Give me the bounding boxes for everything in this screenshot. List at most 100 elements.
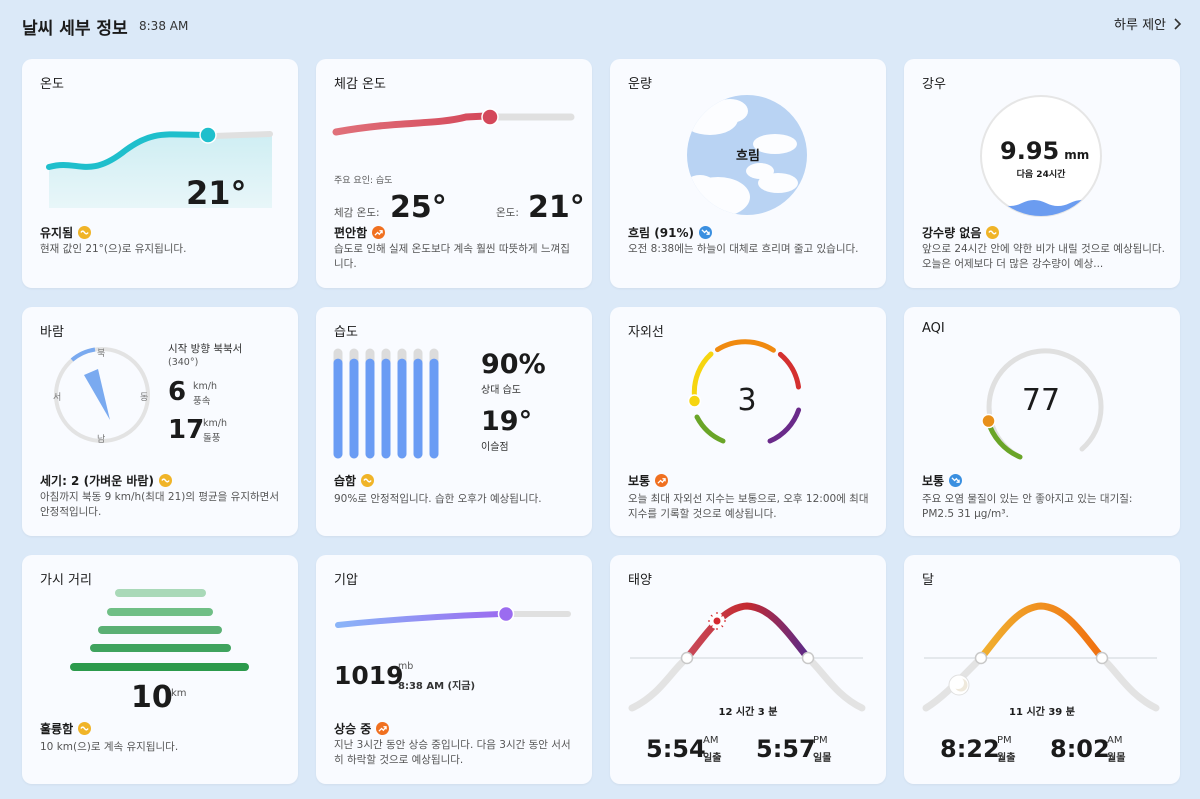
pressure-bar xyxy=(335,605,571,628)
status-label: 강수량 없음 xyxy=(922,226,982,240)
sunrise-time: 5:54 xyxy=(646,735,706,763)
status-label: 흐림 (91%) xyxy=(628,226,694,240)
chevron-right-icon xyxy=(1174,17,1182,30)
moonrise-ampm: PM xyxy=(997,735,1012,746)
moon-card[interactable]: 달 11 시간 39 분 8:22 PM 월출 8:02 AM 월몰 xyxy=(904,555,1180,784)
dew-point-label: 이슬점 xyxy=(481,442,509,453)
wind-direction: 시작 방향 북북서 xyxy=(168,343,243,355)
temperature-value: 21° xyxy=(186,174,247,212)
wind-card[interactable]: 바람 북 동 남 서 시작 방향 북북서 (340°) 6 km/h 풍속 17… xyxy=(22,307,298,536)
cloud-cover-graphic xyxy=(687,95,807,215)
temperature-card[interactable]: 온도 21° 유지됨 현재 값인 21°(으)로 유지됩니다. xyxy=(22,59,298,288)
visibility-card[interactable]: 가시 거리 10 km 훌륭함 10 km(으)로 계속 유지됩니다. xyxy=(22,555,298,784)
temperature-graph xyxy=(46,126,273,208)
moonrise-label: 월출 xyxy=(997,753,1016,764)
humidity-status: 습함 xyxy=(334,472,375,489)
uv-status: 보통 xyxy=(628,472,669,489)
humidity-bars xyxy=(333,348,439,459)
sunset-time: 5:57 xyxy=(756,735,816,763)
page-title: 날씨 세부 정보 xyxy=(22,19,128,39)
visibility-value: 10 xyxy=(131,680,173,715)
wind-gust-label: 돌풍 xyxy=(203,433,221,444)
pressure-desc: 지난 3시간 동안 상승 중입니다. 다음 3시간 동안 서서히 하락할 것으로… xyxy=(334,739,571,766)
sunrise-label: 일출 xyxy=(703,753,722,764)
humidity-value: 90% xyxy=(481,349,546,380)
status-label: 상승 중 xyxy=(334,722,372,736)
rain-value: 9.95 xyxy=(1000,137,1060,165)
card-title: 자외선 xyxy=(628,325,664,340)
card-title: 습도 xyxy=(334,325,358,340)
aqi-value: 77 xyxy=(1021,383,1061,418)
card-title: AQI xyxy=(922,321,945,336)
card-title: 기압 xyxy=(334,573,358,588)
feels-like-card[interactable]: 체감 온도 주요 요인: 습도 체감 온도: 25° 온도: 21° 편안함 습… xyxy=(316,59,592,288)
temp-value: 21° xyxy=(528,190,585,225)
uv-gauge xyxy=(687,339,802,444)
pressure-status: 상승 중 xyxy=(334,720,390,737)
rainfall-gauge xyxy=(980,95,1102,217)
humidity-card[interactable]: 습도 90% 상대 습도 19° 이슬점 습함 90%로 안정적입니다. 습한 … xyxy=(316,307,592,536)
wind-speed: 6 xyxy=(168,377,187,407)
rainfall-card[interactable]: 강우 9.95 mm 다음 24시간 강수량 없음 앞으로 24시간 안에 약한… xyxy=(904,59,1180,288)
status-label: 보통 xyxy=(922,474,945,488)
feels-factor: 주요 요인: 습도 xyxy=(334,176,393,186)
visibility-status: 훌륭함 xyxy=(40,720,92,737)
status-label: 편안함 xyxy=(334,226,368,240)
pressure-card[interactable]: 기압 1019 mb 8:38 AM (지금) 상승 중 지난 3시간 동안 상… xyxy=(316,555,592,784)
wind-compass xyxy=(54,347,150,443)
cloud-cover-card[interactable]: 운량 흐림 흐림 (91%) 오전 8:38에는 하늘이 대체로 흐리며 줄고 … xyxy=(610,59,886,288)
dew-point-value: 19° xyxy=(481,406,533,437)
uv-desc: 오늘 최대 자외선 지수는 보통으로, 오후 12:00에 최대 지수를 기록할… xyxy=(628,493,869,520)
daily-suggestion-label: 하루 제안 xyxy=(1114,18,1166,33)
pressure-value: 1019 xyxy=(334,661,404,690)
steady-icon xyxy=(986,226,1000,239)
steady-icon xyxy=(158,474,172,487)
compass-west: 서 xyxy=(53,393,62,403)
trend-down-icon xyxy=(949,474,963,487)
aqi-gauge xyxy=(981,348,1104,460)
status-label: 세기: 2 (가벼운 바람) xyxy=(40,474,154,488)
pressure-time: 8:38 AM (지금) xyxy=(398,681,476,692)
rain-status: 강수량 없음 xyxy=(922,224,1000,241)
moon-arc xyxy=(922,602,1160,712)
temperature-status: 유지됨 xyxy=(40,224,92,241)
wind-gust: 17 xyxy=(168,415,205,445)
feels-value: 25° xyxy=(390,190,447,225)
visibility-desc: 10 km(으)로 계속 유지됩니다. xyxy=(40,741,179,753)
visibility-unit: km xyxy=(171,688,187,699)
steady-icon xyxy=(78,722,92,735)
sunrise-ampm: AM xyxy=(703,735,719,746)
aqi-status: 보통 xyxy=(922,472,963,489)
status-label: 유지됨 xyxy=(40,226,74,240)
sunset-label: 일몰 xyxy=(813,753,832,764)
visibility-bars xyxy=(70,589,249,671)
card-title: 온도 xyxy=(40,77,64,92)
wind-speed-unit: km/h xyxy=(193,381,217,392)
feels-desc: 습도로 인해 실제 온도보다 계속 훨씬 따뜻하게 느껴집니다. xyxy=(334,243,570,270)
moonset-time: 8:02 xyxy=(1050,735,1110,763)
feels-label: 체감 온도: xyxy=(334,207,380,219)
aqi-card[interactable]: AQI 77 보통 주요 오염 물질이 있는 안 좋아지고 있는 대기질: PM… xyxy=(904,307,1180,536)
sun-arc xyxy=(628,602,866,712)
wind-degree: (340°) xyxy=(168,357,199,368)
status-label: 보통 xyxy=(628,474,651,488)
card-title: 운량 xyxy=(628,77,652,92)
daily-suggestion-link[interactable]: 하루 제안 xyxy=(1114,14,1182,33)
compass-east: 동 xyxy=(140,393,149,403)
uv-card[interactable]: 자외선 3 보통 오늘 최대 자외선 지수는 보통으로, 오후 12:00에 최… xyxy=(610,307,886,536)
card-title: 체감 온도 xyxy=(334,77,386,92)
sunset-ampm: PM xyxy=(813,735,828,746)
status-label: 훌륭함 xyxy=(40,722,74,736)
current-time: 8:38 AM xyxy=(139,19,189,33)
card-title: 가시 거리 xyxy=(40,573,92,588)
wind-desc: 아침까지 북동 9 km/h(최대 21)의 평균을 유지하면서 안정적입니다. xyxy=(40,491,279,518)
card-title: 달 xyxy=(922,573,934,588)
trend-up-icon xyxy=(372,226,386,239)
steady-icon xyxy=(361,474,375,487)
cloud-center-label: 흐림 xyxy=(736,149,760,164)
status-label: 습함 xyxy=(334,474,357,488)
feels-status: 편안함 xyxy=(334,224,386,241)
sun-card[interactable]: 태양 12 시간 3 분 5:54 AM 일출 5:57 PM 일몰 xyxy=(610,555,886,784)
cloud-status: 흐림 (91%) xyxy=(628,224,712,241)
humidity-label: 상대 습도 xyxy=(481,385,521,396)
